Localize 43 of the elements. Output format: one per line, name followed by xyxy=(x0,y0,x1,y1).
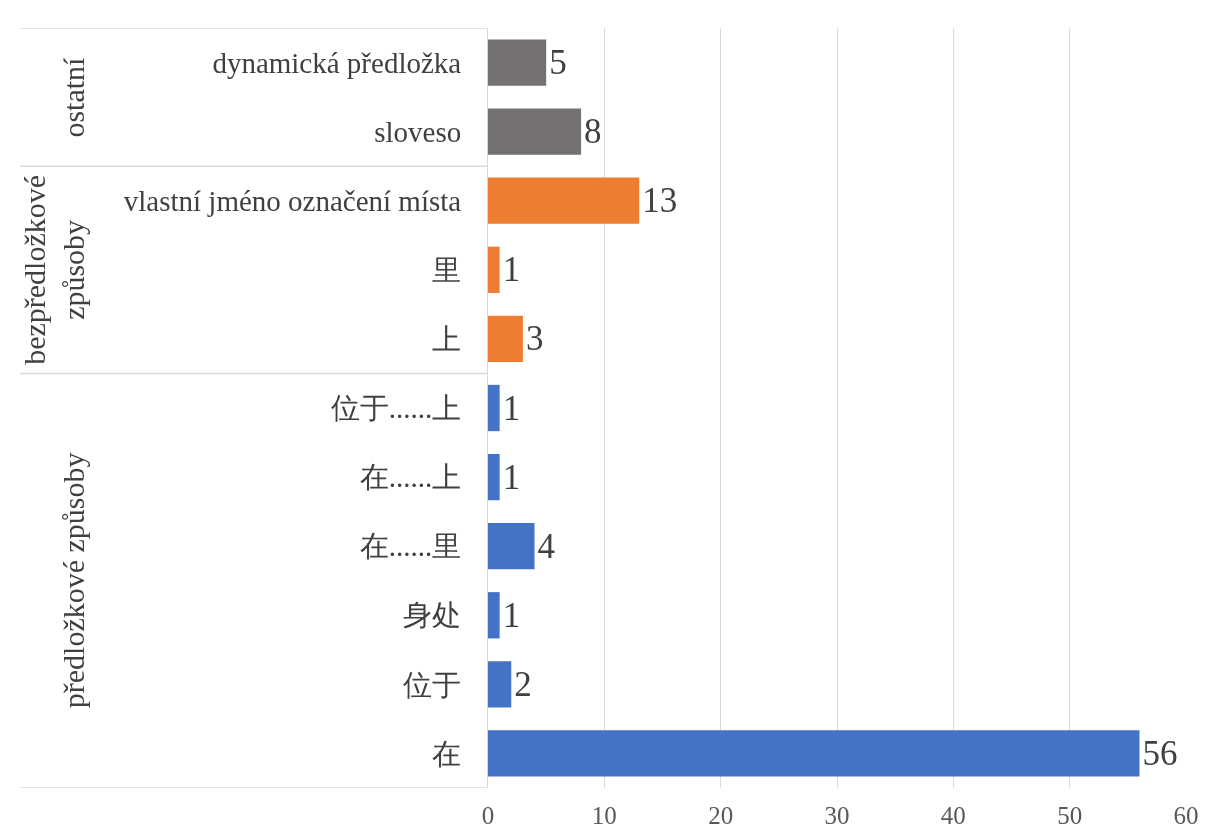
y-tick-label: dynamická předložka xyxy=(212,46,462,79)
data-label: 1 xyxy=(502,250,521,290)
data-label: 1 xyxy=(502,595,521,635)
bar xyxy=(488,315,523,363)
bar xyxy=(488,453,500,501)
x-tick-label: 60 xyxy=(1173,802,1199,829)
bar xyxy=(488,523,535,570)
y-tick-label: 位于 xyxy=(403,668,462,701)
y-tick-label: 上 xyxy=(432,323,462,356)
y-tick-label: 在......上 xyxy=(359,461,462,494)
data-label: 3 xyxy=(525,319,544,359)
y-tick-label: 在 xyxy=(432,737,462,770)
x-tick-label: 30 xyxy=(824,802,850,829)
data-label: 56 xyxy=(1142,733,1178,773)
data-label: 5 xyxy=(549,43,567,83)
data-label: 1 xyxy=(502,457,521,497)
x-tick-label: 0 xyxy=(481,802,495,829)
x-tick-label: 20 xyxy=(708,802,734,829)
y-tick-label: 里 xyxy=(432,253,462,286)
bar xyxy=(488,730,1140,777)
x-tick-label: 40 xyxy=(940,802,966,829)
y-tick-label: 位于......上 xyxy=(330,392,462,425)
bar xyxy=(488,246,500,293)
data-label: 13 xyxy=(642,181,678,221)
x-tick-label: 50 xyxy=(1057,802,1083,829)
bar xyxy=(488,39,547,86)
y-tick-label: 身处 xyxy=(403,599,462,632)
bar xyxy=(488,384,500,432)
y-tick-label: 在......里 xyxy=(359,530,462,563)
text: ostatní xyxy=(57,56,91,138)
data-label: 1 xyxy=(502,388,521,428)
y-tick-label: vlastní jméno označení místa xyxy=(123,184,462,217)
bar xyxy=(488,108,582,155)
y-tick-label: sloveso xyxy=(374,115,462,148)
x-tick-label: 10 xyxy=(591,802,617,829)
bar xyxy=(488,592,500,639)
bar xyxy=(488,177,640,224)
bar xyxy=(488,661,512,708)
data-label: 2 xyxy=(514,664,532,704)
data-label: 8 xyxy=(584,112,602,152)
data-label: 4 xyxy=(537,526,556,566)
text: předložkové způsoby xyxy=(56,452,90,709)
text: bezpředložkové způsoby xyxy=(18,174,91,365)
